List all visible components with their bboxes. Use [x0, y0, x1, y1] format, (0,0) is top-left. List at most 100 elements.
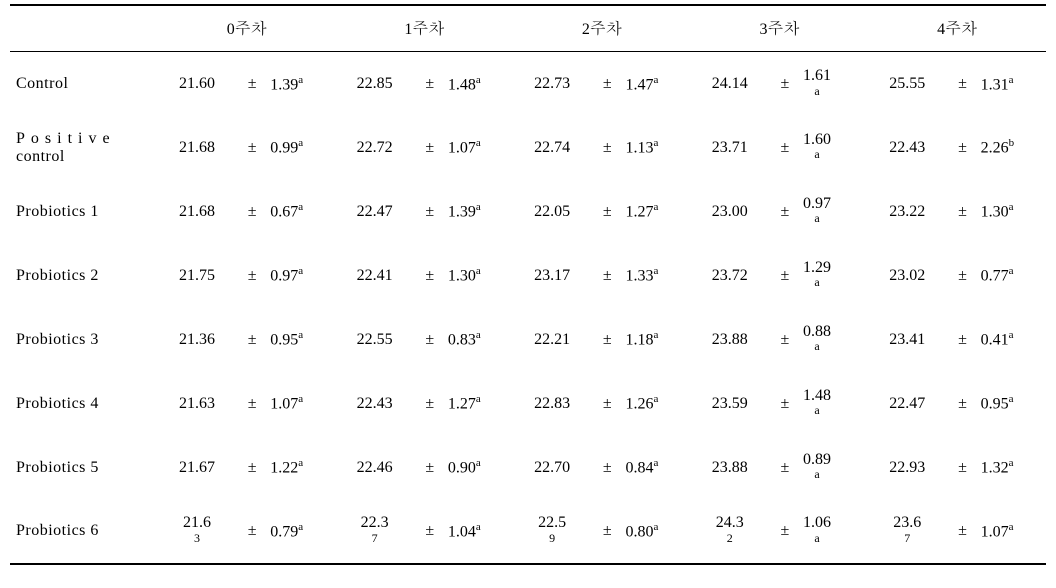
row-label: Control: [10, 52, 158, 116]
row-label: Probiotics 1: [10, 180, 158, 244]
table-row: Probiotics 421.63±1.07a22.43±1.27a22.83±…: [10, 372, 1046, 436]
cell-sd: 0.97a: [801, 180, 868, 244]
cell-value: 22.59: [513, 500, 591, 564]
cell-sd: 0.88a: [801, 308, 868, 372]
cell-sd: 1.04a: [446, 500, 513, 564]
table-row: Probiotics 521.67±1.22a22.46±0.90a22.70±…: [10, 436, 1046, 500]
header-blank: [10, 5, 158, 52]
cell-sd: 0.80a: [623, 500, 690, 564]
cell-sd: 0.90a: [446, 436, 513, 500]
cell-sd: 1.30a: [979, 180, 1046, 244]
cell-sd: 1.06a: [801, 500, 868, 564]
cell-plusminus: ±: [946, 308, 978, 372]
cell-value: 21.60: [158, 52, 236, 116]
cell-sd: 1.22a: [268, 436, 335, 500]
table-row: Probiotics 121.68±0.67a22.47±1.39a22.05±…: [10, 180, 1046, 244]
cell-value: 23.59: [691, 372, 769, 436]
cell-sd: 1.48a: [801, 372, 868, 436]
cell-value: 22.72: [336, 116, 414, 180]
cell-value: 23.67: [868, 500, 946, 564]
cell-sd: 1.26a: [623, 372, 690, 436]
cell-plusminus: ±: [591, 372, 623, 436]
header-week-4: 4주차: [868, 5, 1046, 52]
cell-value: 22.73: [513, 52, 591, 116]
cell-plusminus: ±: [769, 308, 801, 372]
cell-value: 23.17: [513, 244, 591, 308]
cell-value: 21.68: [158, 180, 236, 244]
cell-plusminus: ±: [946, 52, 978, 116]
cell-value: 21.63: [158, 500, 236, 564]
cell-value: 25.55: [868, 52, 946, 116]
cell-plusminus: ±: [769, 244, 801, 308]
cell-sd: 0.99a: [268, 116, 335, 180]
cell-sd: 1.30a: [446, 244, 513, 308]
cell-plusminus: ±: [236, 436, 268, 500]
cell-sd: 1.07a: [979, 500, 1046, 564]
cell-plusminus: ±: [946, 116, 978, 180]
cell-sd: 1.27a: [623, 180, 690, 244]
cell-plusminus: ±: [946, 436, 978, 500]
cell-sd: 1.61a: [801, 52, 868, 116]
row-label: Probiotics 4: [10, 372, 158, 436]
cell-value: 22.41: [336, 244, 414, 308]
cell-plusminus: ±: [769, 372, 801, 436]
cell-sd: 0.41a: [979, 308, 1046, 372]
cell-value: 23.02: [868, 244, 946, 308]
cell-plusminus: ±: [591, 52, 623, 116]
cell-value: 22.37: [336, 500, 414, 564]
cell-plusminus: ±: [591, 500, 623, 564]
row-label: Probiotics 5: [10, 436, 158, 500]
cell-value: 21.75: [158, 244, 236, 308]
cell-value: 22.05: [513, 180, 591, 244]
cell-sd: 0.84a: [623, 436, 690, 500]
cell-sd: 1.31a: [979, 52, 1046, 116]
cell-plusminus: ±: [769, 116, 801, 180]
cell-sd: 0.97a: [268, 244, 335, 308]
cell-value: 24.14: [691, 52, 769, 116]
cell-value: 21.63: [158, 372, 236, 436]
cell-sd: 1.33a: [623, 244, 690, 308]
cell-value: 23.22: [868, 180, 946, 244]
cell-plusminus: ±: [414, 500, 446, 564]
cell-value: 22.43: [868, 116, 946, 180]
cell-sd: 0.67a: [268, 180, 335, 244]
cell-sd: 1.32a: [979, 436, 1046, 500]
cell-sd: 0.89a: [801, 436, 868, 500]
cell-plusminus: ±: [414, 244, 446, 308]
header-row: 0주차 1주차 2주차 3주차 4주차: [10, 5, 1046, 52]
cell-value: 22.21: [513, 308, 591, 372]
cell-sd: 0.95a: [979, 372, 1046, 436]
cell-plusminus: ±: [236, 52, 268, 116]
cell-sd: 0.83a: [446, 308, 513, 372]
cell-plusminus: ±: [414, 436, 446, 500]
cell-sd: 1.07a: [446, 116, 513, 180]
cell-value: 22.47: [336, 180, 414, 244]
cell-sd: 1.18a: [623, 308, 690, 372]
cell-sd: 2.26b: [979, 116, 1046, 180]
cell-plusminus: ±: [414, 308, 446, 372]
cell-sd: 1.39a: [446, 180, 513, 244]
cell-plusminus: ±: [236, 500, 268, 564]
cell-plusminus: ±: [946, 180, 978, 244]
header-week-2: 2주차: [513, 5, 691, 52]
row-label: Probiotics 3: [10, 308, 158, 372]
cell-value: 21.36: [158, 308, 236, 372]
header-week-1: 1주차: [336, 5, 514, 52]
cell-value: 23.00: [691, 180, 769, 244]
cell-value: 22.55: [336, 308, 414, 372]
cell-value: 22.85: [336, 52, 414, 116]
table-row: Control21.60±1.39a22.85±1.48a22.73±1.47a…: [10, 52, 1046, 116]
cell-plusminus: ±: [236, 308, 268, 372]
cell-sd: 1.29a: [801, 244, 868, 308]
cell-plusminus: ±: [591, 436, 623, 500]
cell-plusminus: ±: [591, 244, 623, 308]
cell-value: 23.72: [691, 244, 769, 308]
cell-sd: 1.27a: [446, 372, 513, 436]
cell-value: 22.70: [513, 436, 591, 500]
table-row: Probiotics 621.63±0.79a22.37±1.04a22.59±…: [10, 500, 1046, 564]
cell-plusminus: ±: [769, 500, 801, 564]
cell-plusminus: ±: [236, 372, 268, 436]
cell-plusminus: ±: [946, 500, 978, 564]
cell-plusminus: ±: [769, 52, 801, 116]
cell-value: 23.88: [691, 436, 769, 500]
